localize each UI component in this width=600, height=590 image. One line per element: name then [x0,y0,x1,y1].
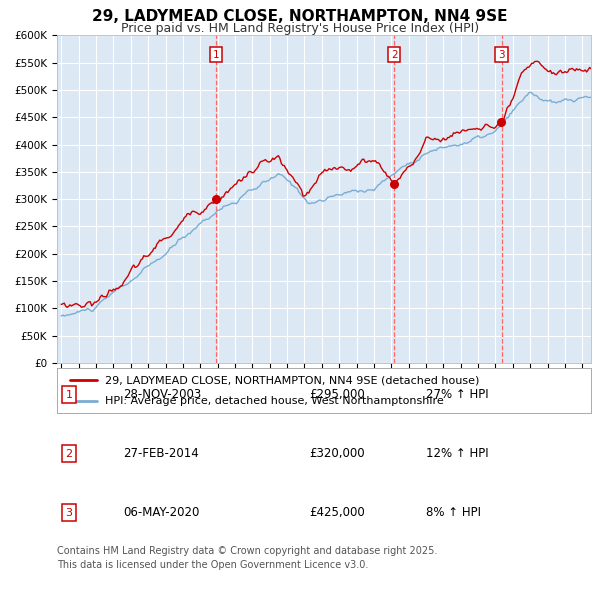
Text: 29, LADYMEAD CLOSE, NORTHAMPTON, NN4 9SE (detached house): 29, LADYMEAD CLOSE, NORTHAMPTON, NN4 9SE… [105,375,479,385]
Text: 12% ↑ HPI: 12% ↑ HPI [426,447,488,460]
Text: Price paid vs. HM Land Registry's House Price Index (HPI): Price paid vs. HM Land Registry's House … [121,22,479,35]
Text: 2: 2 [391,50,397,60]
Text: 29, LADYMEAD CLOSE, NORTHAMPTON, NN4 9SE: 29, LADYMEAD CLOSE, NORTHAMPTON, NN4 9SE [92,9,508,24]
Text: 1: 1 [65,389,73,399]
Text: 2: 2 [65,448,73,458]
Text: 1: 1 [213,50,220,60]
Text: £320,000: £320,000 [309,447,365,460]
Text: HPI: Average price, detached house, West Northamptonshire: HPI: Average price, detached house, West… [105,396,444,406]
Text: £425,000: £425,000 [309,506,365,519]
Text: 8% ↑ HPI: 8% ↑ HPI [426,506,481,519]
Text: 27-FEB-2014: 27-FEB-2014 [123,447,199,460]
Text: Contains HM Land Registry data © Crown copyright and database right 2025.
This d: Contains HM Land Registry data © Crown c… [57,546,437,570]
Text: 06-MAY-2020: 06-MAY-2020 [123,506,199,519]
Text: £295,000: £295,000 [309,388,365,401]
Text: 28-NOV-2003: 28-NOV-2003 [123,388,201,401]
Text: 3: 3 [65,507,73,517]
Text: 3: 3 [498,50,505,60]
Text: 27% ↑ HPI: 27% ↑ HPI [426,388,488,401]
